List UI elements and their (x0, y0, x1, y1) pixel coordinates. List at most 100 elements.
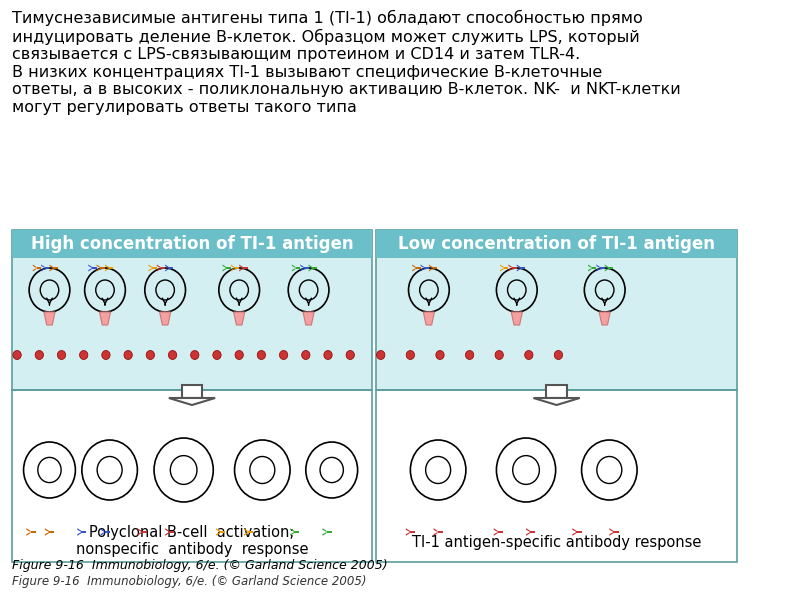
Polygon shape (610, 528, 614, 532)
Circle shape (436, 350, 444, 359)
Polygon shape (157, 265, 161, 268)
Polygon shape (244, 532, 248, 536)
Polygon shape (101, 532, 105, 536)
Text: TI-1 antigen-specific antibody response: TI-1 antigen-specific antibody response (412, 535, 702, 550)
Polygon shape (406, 528, 410, 532)
Polygon shape (138, 532, 142, 536)
Polygon shape (41, 265, 45, 268)
Polygon shape (33, 265, 37, 268)
Polygon shape (421, 268, 424, 271)
Circle shape (235, 350, 243, 359)
Polygon shape (290, 528, 294, 532)
Polygon shape (41, 268, 45, 271)
Polygon shape (434, 532, 438, 536)
Polygon shape (438, 531, 442, 533)
Circle shape (377, 350, 385, 359)
Polygon shape (322, 532, 326, 536)
Polygon shape (424, 267, 429, 269)
Polygon shape (231, 268, 234, 271)
FancyBboxPatch shape (13, 230, 371, 390)
Polygon shape (159, 312, 170, 325)
Polygon shape (504, 267, 509, 269)
Polygon shape (605, 268, 608, 271)
Polygon shape (222, 265, 226, 268)
Text: Figure 9-16  Immunobiology, 6/e. (© Garland Science 2005): Figure 9-16 Immunobiology, 6/e. (© Garla… (13, 559, 388, 572)
Polygon shape (50, 268, 53, 271)
Polygon shape (99, 312, 110, 325)
Polygon shape (608, 267, 613, 269)
Polygon shape (610, 532, 614, 536)
Polygon shape (243, 267, 247, 269)
Circle shape (190, 350, 199, 359)
Polygon shape (49, 531, 54, 533)
Polygon shape (169, 398, 215, 405)
Polygon shape (45, 267, 50, 269)
Polygon shape (526, 528, 530, 532)
Polygon shape (138, 528, 142, 532)
FancyBboxPatch shape (182, 385, 202, 398)
Polygon shape (322, 528, 326, 532)
Polygon shape (573, 528, 577, 532)
Polygon shape (170, 531, 174, 533)
Circle shape (466, 350, 474, 359)
Polygon shape (161, 267, 165, 269)
Polygon shape (412, 268, 416, 271)
Polygon shape (511, 312, 522, 325)
Polygon shape (239, 268, 243, 271)
Polygon shape (509, 265, 512, 268)
Polygon shape (78, 528, 82, 532)
Polygon shape (165, 268, 169, 271)
Polygon shape (166, 532, 170, 536)
Polygon shape (512, 267, 517, 269)
Polygon shape (33, 268, 37, 271)
Polygon shape (421, 265, 424, 268)
Circle shape (302, 350, 310, 359)
Polygon shape (45, 532, 49, 536)
Polygon shape (410, 531, 415, 533)
Polygon shape (416, 267, 421, 269)
Polygon shape (30, 531, 36, 533)
Polygon shape (592, 267, 596, 269)
Polygon shape (149, 268, 152, 271)
Circle shape (406, 350, 414, 359)
Polygon shape (509, 268, 512, 271)
Text: Тимуснезависимые антигены типа 1 (TI-1) обладают способностью прямо
индуцировать: Тимуснезависимые антигены типа 1 (TI-1) … (13, 10, 682, 115)
Polygon shape (534, 398, 580, 405)
Polygon shape (600, 267, 605, 269)
Polygon shape (248, 531, 253, 533)
Polygon shape (157, 268, 161, 271)
Polygon shape (216, 528, 220, 532)
Polygon shape (614, 531, 618, 533)
Polygon shape (494, 528, 498, 532)
Polygon shape (92, 267, 97, 269)
Circle shape (35, 350, 43, 359)
Polygon shape (220, 531, 226, 533)
Polygon shape (599, 312, 610, 325)
Polygon shape (105, 265, 109, 268)
Polygon shape (429, 265, 433, 268)
Polygon shape (82, 531, 86, 533)
Text: High concentration of TI-1 antigen: High concentration of TI-1 antigen (30, 235, 354, 253)
Polygon shape (596, 268, 600, 271)
Polygon shape (588, 268, 592, 271)
Circle shape (168, 350, 177, 359)
Polygon shape (142, 531, 146, 533)
Polygon shape (312, 267, 317, 269)
Polygon shape (234, 312, 245, 325)
Polygon shape (517, 265, 521, 268)
Circle shape (258, 350, 266, 359)
FancyBboxPatch shape (376, 230, 737, 258)
Polygon shape (517, 268, 521, 271)
Polygon shape (26, 528, 30, 532)
Polygon shape (50, 265, 53, 268)
Polygon shape (166, 528, 170, 532)
Polygon shape (309, 268, 312, 271)
Polygon shape (101, 528, 105, 532)
Polygon shape (605, 265, 608, 268)
Polygon shape (500, 268, 504, 271)
FancyBboxPatch shape (13, 390, 371, 562)
Circle shape (213, 350, 221, 359)
Polygon shape (105, 268, 109, 271)
Polygon shape (294, 531, 299, 533)
Polygon shape (231, 265, 234, 268)
